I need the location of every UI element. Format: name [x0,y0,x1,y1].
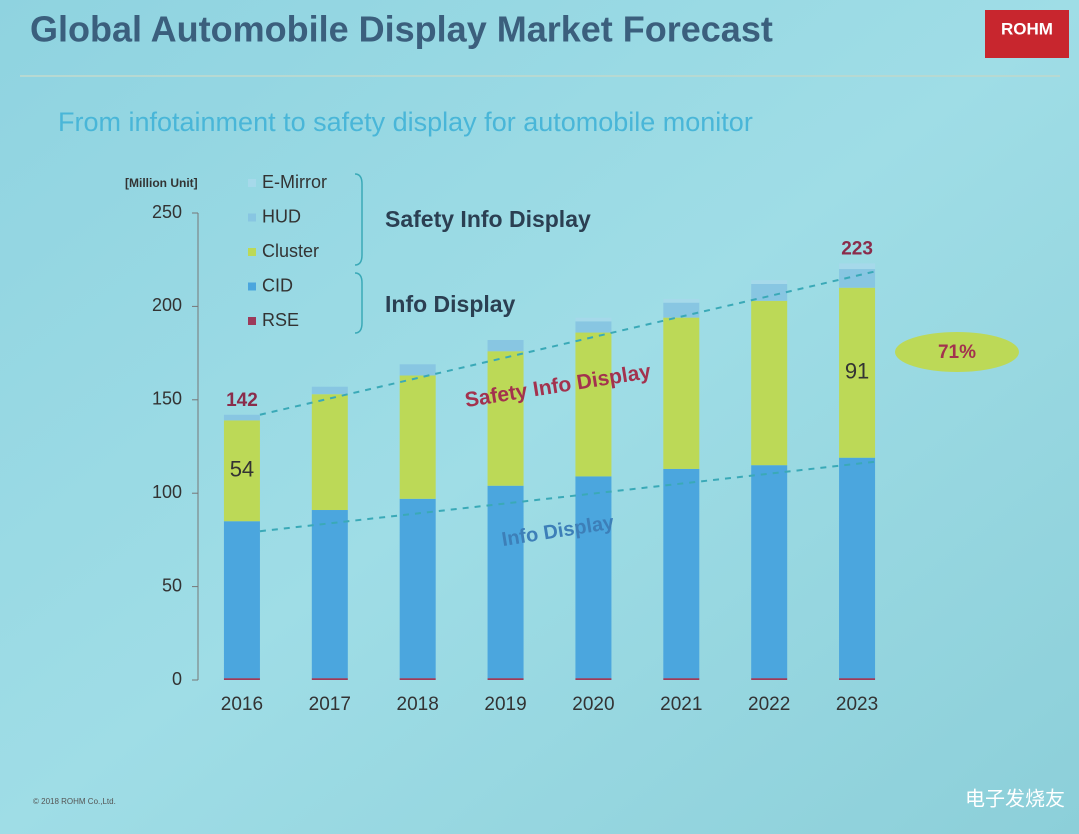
data-label: 54 [230,457,254,482]
bar-segment [839,287,876,458]
legend-label: HUD [262,206,301,226]
bar-segment [839,457,876,679]
bar-segment [223,414,260,421]
y-tick-label: 200 [152,295,182,315]
legend-label: E-Mirror [262,172,327,192]
legend-bracket [354,272,363,334]
watermark: 电子发烧友 [965,787,1065,810]
x-tick-label: 2016 [221,694,263,715]
bar-segment [399,678,436,680]
y-tick-label: 0 [172,669,182,689]
x-tick-label: 2020 [572,694,614,715]
bar-segment [399,375,436,499]
x-tick-label: 2019 [484,694,526,715]
bar-segment [223,420,260,522]
bar-segment [487,340,524,352]
bar-segment [663,468,700,679]
bar-segment [663,678,700,680]
chart-title: Global Automobile Display Market Forecas… [30,9,773,50]
growth-badge [895,332,1019,372]
bar-segment [399,498,436,679]
bar-segment [751,678,788,680]
bar-segment [575,476,612,679]
bar-segment [311,510,348,679]
x-tick-label: 2017 [309,694,351,715]
bar-segment [575,321,612,333]
bar-segment [751,465,788,679]
bar-segment [311,394,348,511]
bar-segment [399,364,436,376]
bar-segment [575,332,612,477]
bar-segment [223,678,260,680]
subtitle: From infotainment to safety display for … [58,107,753,137]
bar-segment [751,280,788,284]
bar-segment [487,678,524,680]
bar-segment [839,678,876,680]
legend-group-label: Safety Info Display [385,206,591,232]
bar-segment [487,351,524,486]
bar-segment [223,521,260,679]
copyright: © 2018 ROHM Co.,Ltd. [33,797,116,806]
x-tick-label: 2023 [836,694,878,715]
total-label: 142 [226,390,258,411]
y-axis-label: [Million Unit] [125,176,198,190]
legend-bracket [354,173,363,266]
bar-segment [575,317,612,322]
legend-label: CID [262,275,293,295]
total-label: 223 [841,238,873,259]
bar-segment [751,283,788,301]
bar-segment [311,386,348,395]
legend-swatch [248,282,256,291]
data-label: 91 [845,359,869,384]
legend-group-label: Info Display [385,291,516,317]
logo: ROHM [1001,19,1053,38]
legend-swatch [248,179,256,187]
x-tick-label: 2018 [397,694,439,715]
legend-swatch [248,317,256,325]
y-tick-label: 50 [162,575,182,595]
bar-segment [311,678,348,680]
legend-label: RSE [262,310,299,330]
bar-segment [663,317,700,469]
bar-segment [839,263,876,270]
growth-label: 71% [938,342,976,363]
bar-segment [751,300,788,466]
bar-segment [575,678,612,680]
bar-segment [487,485,524,679]
y-tick-label: 250 [152,202,182,222]
x-tick-label: 2021 [660,694,702,715]
y-tick-label: 100 [152,482,182,502]
bar-segment [663,298,700,303]
logo-box [985,10,1069,58]
legend-label: Cluster [262,241,319,261]
legend-swatch [248,248,256,256]
trend-line [259,270,876,416]
x-tick-label: 2022 [748,694,790,715]
y-tick-label: 150 [152,389,182,409]
bar-segment [839,269,876,288]
bar-segment [663,302,700,318]
legend-swatch [248,213,256,222]
